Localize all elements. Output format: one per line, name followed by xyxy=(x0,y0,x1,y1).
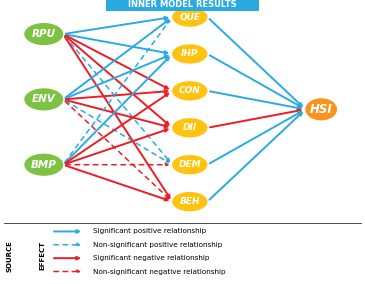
Ellipse shape xyxy=(24,153,64,176)
Ellipse shape xyxy=(24,22,64,46)
Text: Non-significant positive relationship: Non-significant positive relationship xyxy=(93,242,222,248)
Text: Significant negative relationship: Significant negative relationship xyxy=(93,255,210,261)
Text: Significant positive relationship: Significant positive relationship xyxy=(93,228,206,235)
Text: DII: DII xyxy=(182,123,197,132)
Text: BEH: BEH xyxy=(180,197,200,206)
Ellipse shape xyxy=(172,44,208,64)
FancyBboxPatch shape xyxy=(106,0,259,11)
Ellipse shape xyxy=(172,118,208,138)
Ellipse shape xyxy=(172,154,208,175)
Ellipse shape xyxy=(24,88,64,111)
Ellipse shape xyxy=(172,7,208,27)
Text: SOURCE: SOURCE xyxy=(6,240,12,272)
Ellipse shape xyxy=(172,81,208,101)
Text: Non-significant negative relationship: Non-significant negative relationship xyxy=(93,268,226,275)
Text: DEM: DEM xyxy=(178,160,201,169)
Text: BMP: BMP xyxy=(31,160,57,170)
Text: RPU: RPU xyxy=(32,29,56,39)
Text: ENV: ENV xyxy=(32,94,56,105)
Text: CON: CON xyxy=(179,86,201,95)
Text: IHP: IHP xyxy=(181,49,199,59)
Text: EFFECT: EFFECT xyxy=(39,241,45,270)
Text: INNER MODEL RESULTS: INNER MODEL RESULTS xyxy=(128,0,237,9)
Text: HSI: HSI xyxy=(310,103,333,116)
Ellipse shape xyxy=(305,98,338,121)
Text: QUE: QUE xyxy=(179,12,200,22)
Ellipse shape xyxy=(172,191,208,212)
